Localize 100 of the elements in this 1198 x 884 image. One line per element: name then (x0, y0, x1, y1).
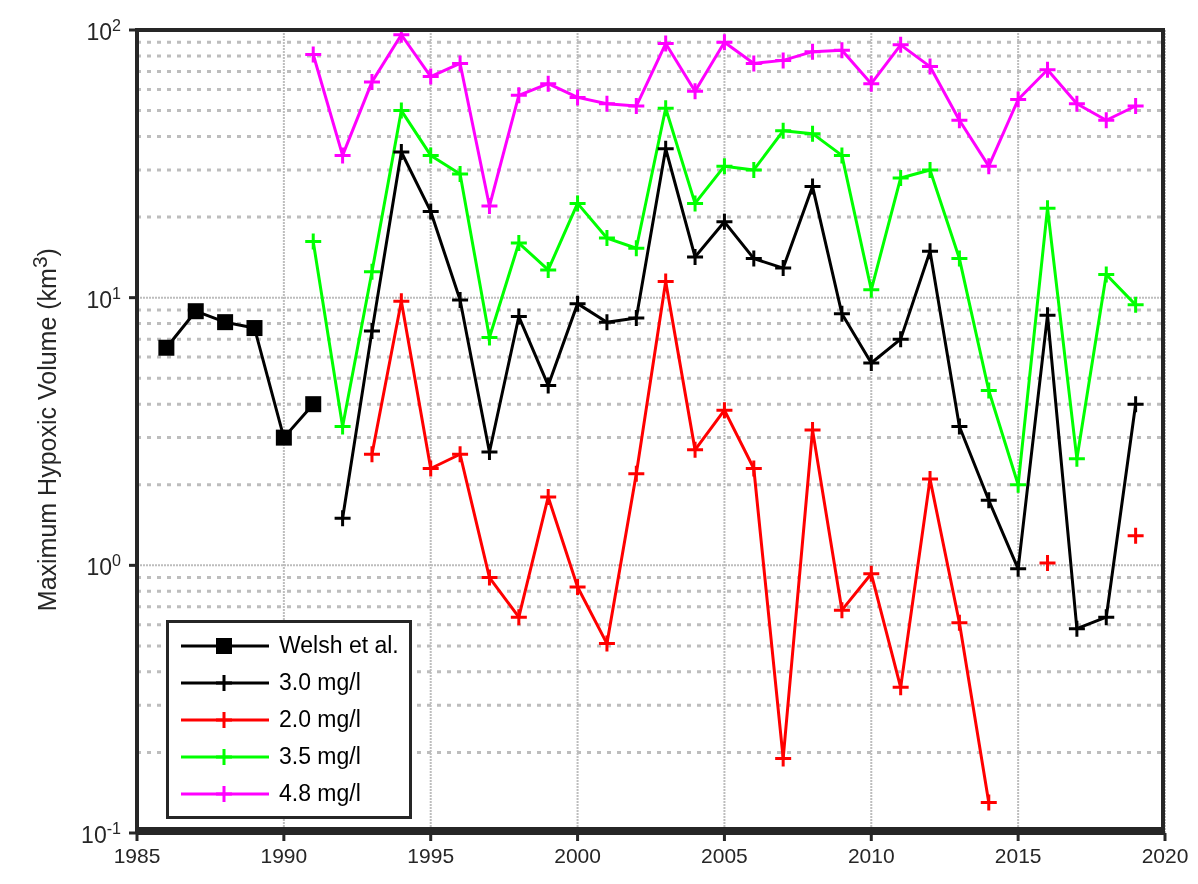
point (949, 613, 969, 633)
point (861, 353, 881, 373)
point (979, 380, 999, 400)
point (450, 164, 470, 184)
point (275, 429, 292, 446)
point (714, 156, 734, 176)
x-tick-label: 1990 (260, 844, 308, 867)
point (509, 85, 529, 105)
point (773, 258, 793, 278)
point (597, 94, 617, 114)
point (538, 74, 558, 94)
point (979, 156, 999, 176)
point (685, 81, 705, 101)
y-tick-label: 10$^{0}$ (86, 551, 122, 581)
point (656, 98, 676, 118)
x-tick-label: 2005 (701, 844, 748, 867)
point (391, 142, 411, 162)
point (626, 464, 646, 484)
point (303, 232, 323, 252)
point (803, 124, 823, 144)
legend-label: 3.5 mg/l (279, 743, 361, 770)
point (1126, 526, 1146, 546)
point (773, 121, 793, 141)
point (920, 241, 940, 261)
point (773, 50, 793, 70)
point (362, 262, 382, 282)
point (861, 280, 881, 300)
point (362, 72, 382, 92)
point (1096, 110, 1116, 130)
point (158, 339, 175, 356)
point (568, 294, 588, 314)
x-tick-label: 1995 (407, 844, 455, 867)
point (1096, 607, 1116, 627)
point (421, 67, 441, 87)
point (832, 40, 852, 60)
point (832, 145, 852, 165)
point (1067, 94, 1087, 114)
point (1126, 394, 1146, 414)
x-tick-label: 2010 (847, 844, 895, 867)
point (685, 193, 705, 213)
point (714, 400, 734, 420)
point (1126, 96, 1146, 116)
legend-label: Welsh et al. (279, 632, 399, 659)
point (891, 168, 911, 188)
point (626, 308, 646, 328)
point (891, 35, 911, 55)
point (597, 312, 617, 332)
point (421, 459, 441, 479)
point (509, 607, 529, 627)
point (803, 42, 823, 62)
x-tick-label: 2020 (1141, 844, 1189, 867)
point (421, 201, 441, 221)
point (568, 193, 588, 213)
point (1096, 265, 1116, 285)
point (626, 96, 646, 116)
point (362, 444, 382, 464)
point (391, 101, 411, 121)
point (479, 196, 499, 216)
y-tick-label: 10$^{2}$ (86, 16, 122, 45)
point (538, 260, 558, 280)
point (685, 440, 705, 460)
point (597, 228, 617, 248)
point (333, 145, 353, 165)
point (685, 247, 705, 267)
point (803, 177, 823, 197)
x-tick-label: 2015 (994, 844, 1042, 867)
point (479, 327, 499, 347)
point (187, 303, 204, 320)
legend-label: 4.8 mg/l (279, 780, 361, 807)
point (450, 444, 470, 464)
point (246, 320, 263, 337)
point (656, 139, 676, 159)
point (744, 53, 764, 73)
point (479, 568, 499, 588)
point (509, 307, 529, 327)
point (421, 145, 441, 165)
point (1126, 295, 1146, 315)
point (568, 87, 588, 107)
point (362, 321, 382, 341)
point (949, 249, 969, 269)
point (305, 396, 322, 413)
point (1038, 60, 1058, 80)
point (832, 304, 852, 324)
point (538, 375, 558, 395)
point (861, 74, 881, 94)
point (979, 490, 999, 510)
point (744, 459, 764, 479)
point (568, 577, 588, 597)
point (714, 212, 734, 232)
point (891, 329, 911, 349)
point (1067, 619, 1087, 639)
point (479, 442, 499, 462)
point (744, 249, 764, 269)
point (450, 53, 470, 73)
y-tick-label: 10$^{1}$ (86, 283, 122, 313)
point (979, 793, 999, 812)
point (450, 290, 470, 310)
point (920, 57, 940, 77)
x-tick-label: 2000 (554, 844, 601, 867)
point (303, 45, 323, 64)
